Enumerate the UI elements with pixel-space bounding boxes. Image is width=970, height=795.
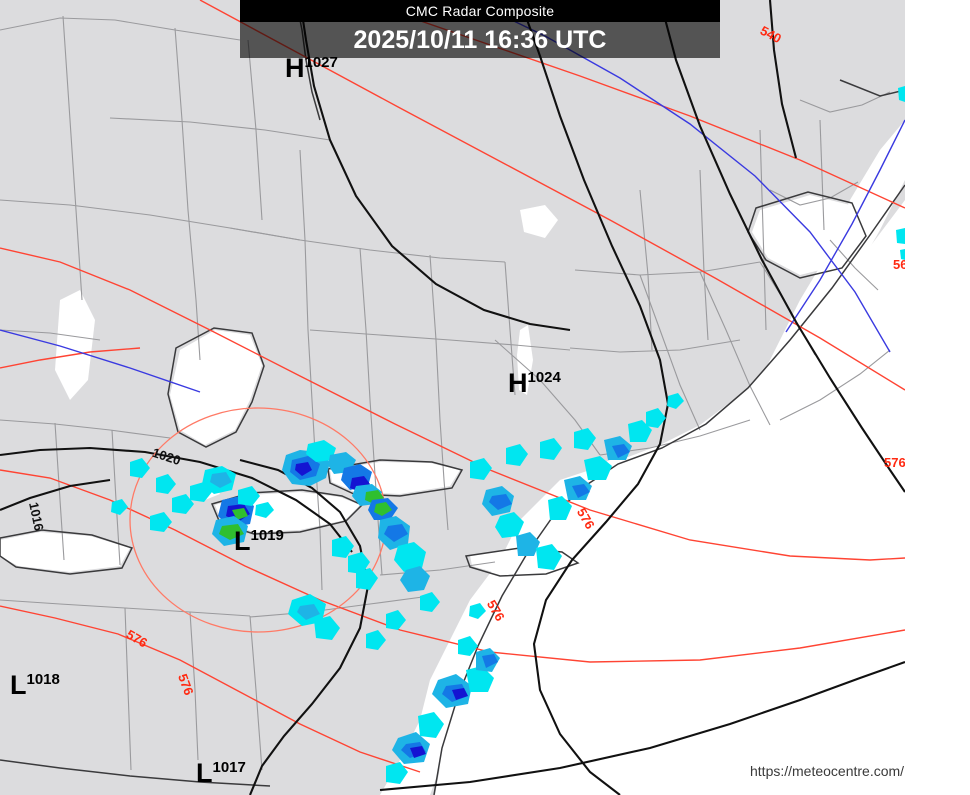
pressure-symbol: L xyxy=(196,758,213,788)
pressure-symbol: L xyxy=(234,526,251,556)
pressure-symbol: H xyxy=(508,368,528,398)
echo-cluster-southwest-ontario xyxy=(150,466,274,546)
pressure-centre-high-1027: H1027 xyxy=(285,55,338,82)
pressure-value: 1024 xyxy=(527,369,561,386)
timestamp-bar: 2025/10/11 16:36 UTC xyxy=(240,22,720,58)
echo-cluster-new-england xyxy=(470,420,652,570)
contour-label-576-east: 576 xyxy=(884,455,906,470)
thickness-contours-warm xyxy=(0,0,905,773)
pressure-centre-high-1024: H1024 xyxy=(508,370,561,397)
pressure-value: 1019 xyxy=(250,527,284,544)
pressure-symbol: L xyxy=(10,670,27,700)
source-watermark: https://meteocentre.com/ xyxy=(750,763,905,779)
echo-cluster-ontario xyxy=(282,440,398,520)
product-title-bar: CMC Radar Composite xyxy=(240,0,720,22)
pressure-value: 1017 xyxy=(212,759,246,776)
pressure-symbol: H xyxy=(285,53,305,83)
radar-echo-layer xyxy=(111,86,905,784)
echo-cluster-new-york xyxy=(288,516,430,640)
pressure-centre-low-1018: L1018 xyxy=(10,672,60,699)
political-borders xyxy=(0,15,891,771)
echo-cluster-mid-atlantic xyxy=(386,636,500,784)
pressure-value: 1027 xyxy=(304,54,338,71)
product-title: CMC Radar Composite xyxy=(405,3,555,19)
dbz-legend: dBZ 535148454238353330272318128 xyxy=(905,0,970,795)
pressure-value: 1018 xyxy=(26,671,60,688)
pressure-centre-low-1019: L1019 xyxy=(234,528,284,555)
timestamp-label: 2025/10/11 16:36 UTC xyxy=(353,25,607,54)
pressure-centre-low-1017: L1017 xyxy=(196,760,246,787)
echo-scattered-light xyxy=(111,86,905,650)
